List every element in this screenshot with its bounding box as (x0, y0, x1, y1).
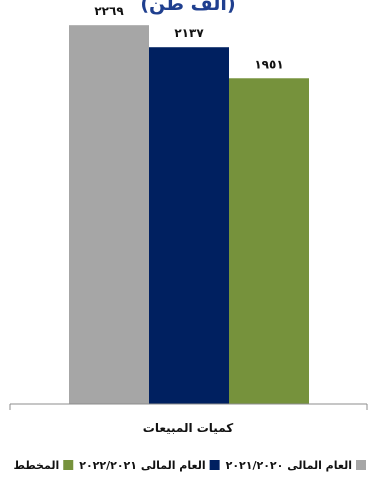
bar-series-plan (229, 78, 309, 404)
bar-series-2021-2022 (149, 47, 229, 404)
legend-label-series-2020-2021: العام المالى ٢٠٢١/٢٠٢٠ (226, 459, 352, 472)
legend: العام المالى ٢٠٢١/٢٠٢٠ العام المالى ٢٠٢٢/… (14, 459, 366, 472)
legend-label-series-plan: المخطط (14, 459, 60, 472)
data-label-series-plan: ١٩٥١ (254, 57, 283, 71)
chart-title: (ألف طن) (140, 0, 235, 15)
legend-label-series-2021-2022: العام المالى ٢٠٢٢/٢٠٢١ (79, 459, 205, 472)
bar-series-2020-2021 (69, 25, 149, 404)
legend-swatch-series-2021-2022 (209, 460, 220, 470)
legend-swatch-series-2020-2021 (356, 460, 366, 470)
legend-swatch-series-plan (63, 460, 74, 470)
category-label: كميات المبيعات (143, 421, 233, 435)
data-labels-layer: ٢٢٦٩ ٢١٣٧ ١٩٥١ (94, 4, 283, 71)
data-label-series-2020-2021: ٢٢٦٩ (94, 4, 124, 18)
data-label-series-2021-2022: ٢١٣٧ (174, 26, 204, 40)
bars-layer (69, 25, 309, 404)
